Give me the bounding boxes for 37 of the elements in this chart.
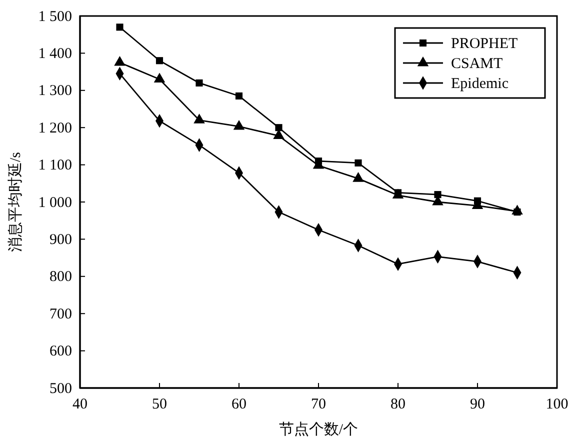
x-tick-label: 100 — [546, 396, 568, 413]
point — [194, 114, 205, 124]
y-tick-label: 600 — [50, 344, 72, 360]
legend-label: PROPHET — [451, 36, 518, 52]
x-tick-label: 40 — [72, 396, 88, 413]
point — [116, 24, 124, 31]
legend-label: CSAMT — [451, 56, 503, 72]
y-tick-label: 900 — [50, 232, 72, 248]
legend-label: Epidemic — [451, 76, 509, 92]
point — [275, 124, 282, 132]
point — [196, 79, 203, 86]
x-tick-label: 90 — [470, 396, 485, 413]
x-axis-title: 节点个数/个 — [278, 421, 358, 438]
point — [434, 191, 442, 198]
y-tick-label: 1 400 — [38, 46, 72, 62]
x-tick-label: 70 — [311, 396, 326, 413]
point — [156, 57, 164, 64]
y-tick-label: 1 000 — [38, 194, 72, 211]
point — [352, 172, 364, 182]
y-tick-label: 1 200 — [38, 120, 72, 136]
y-tick-label: 1 500 — [38, 8, 72, 25]
x-tick-label: 80 — [390, 396, 406, 413]
y-tick-label: 1 300 — [38, 83, 72, 100]
y-tick-label: 500 — [50, 380, 72, 397]
point — [154, 72, 166, 82]
point — [235, 92, 243, 100]
point — [474, 197, 482, 204]
x-tick-label: 50 — [152, 396, 167, 413]
y-tick-label: 1 100 — [38, 158, 72, 174]
y-tick-label: 700 — [50, 306, 72, 322]
point — [314, 158, 322, 165]
x-tick-label: 60 — [232, 396, 246, 413]
point — [114, 56, 126, 66]
y-axis-title: 消息平均时延/s — [7, 152, 24, 252]
point — [354, 159, 362, 166]
point — [233, 120, 245, 130]
y-tick-label: 800 — [50, 269, 72, 286]
